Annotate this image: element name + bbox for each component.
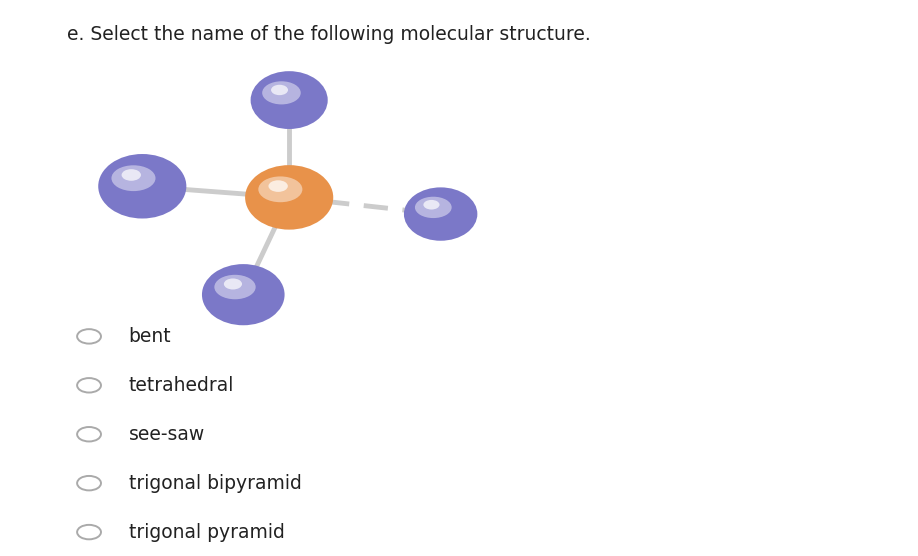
Ellipse shape xyxy=(423,200,440,210)
Ellipse shape xyxy=(98,154,186,219)
Text: tetrahedral: tetrahedral xyxy=(129,376,234,395)
Ellipse shape xyxy=(245,165,333,230)
Ellipse shape xyxy=(121,169,141,181)
Ellipse shape xyxy=(258,176,302,202)
Ellipse shape xyxy=(404,187,477,241)
Text: trigonal bipyramid: trigonal bipyramid xyxy=(129,474,301,493)
Ellipse shape xyxy=(415,197,452,218)
Ellipse shape xyxy=(251,71,328,129)
Ellipse shape xyxy=(224,279,242,290)
Ellipse shape xyxy=(215,275,255,299)
Ellipse shape xyxy=(202,264,285,325)
Text: trigonal pyramid: trigonal pyramid xyxy=(129,523,285,542)
Ellipse shape xyxy=(111,165,155,191)
Ellipse shape xyxy=(263,81,301,105)
Text: bent: bent xyxy=(129,327,171,346)
Text: see-saw: see-saw xyxy=(129,425,205,444)
Text: e. Select the name of the following molecular structure.: e. Select the name of the following mole… xyxy=(67,25,591,44)
Ellipse shape xyxy=(271,85,288,95)
Ellipse shape xyxy=(268,180,288,192)
